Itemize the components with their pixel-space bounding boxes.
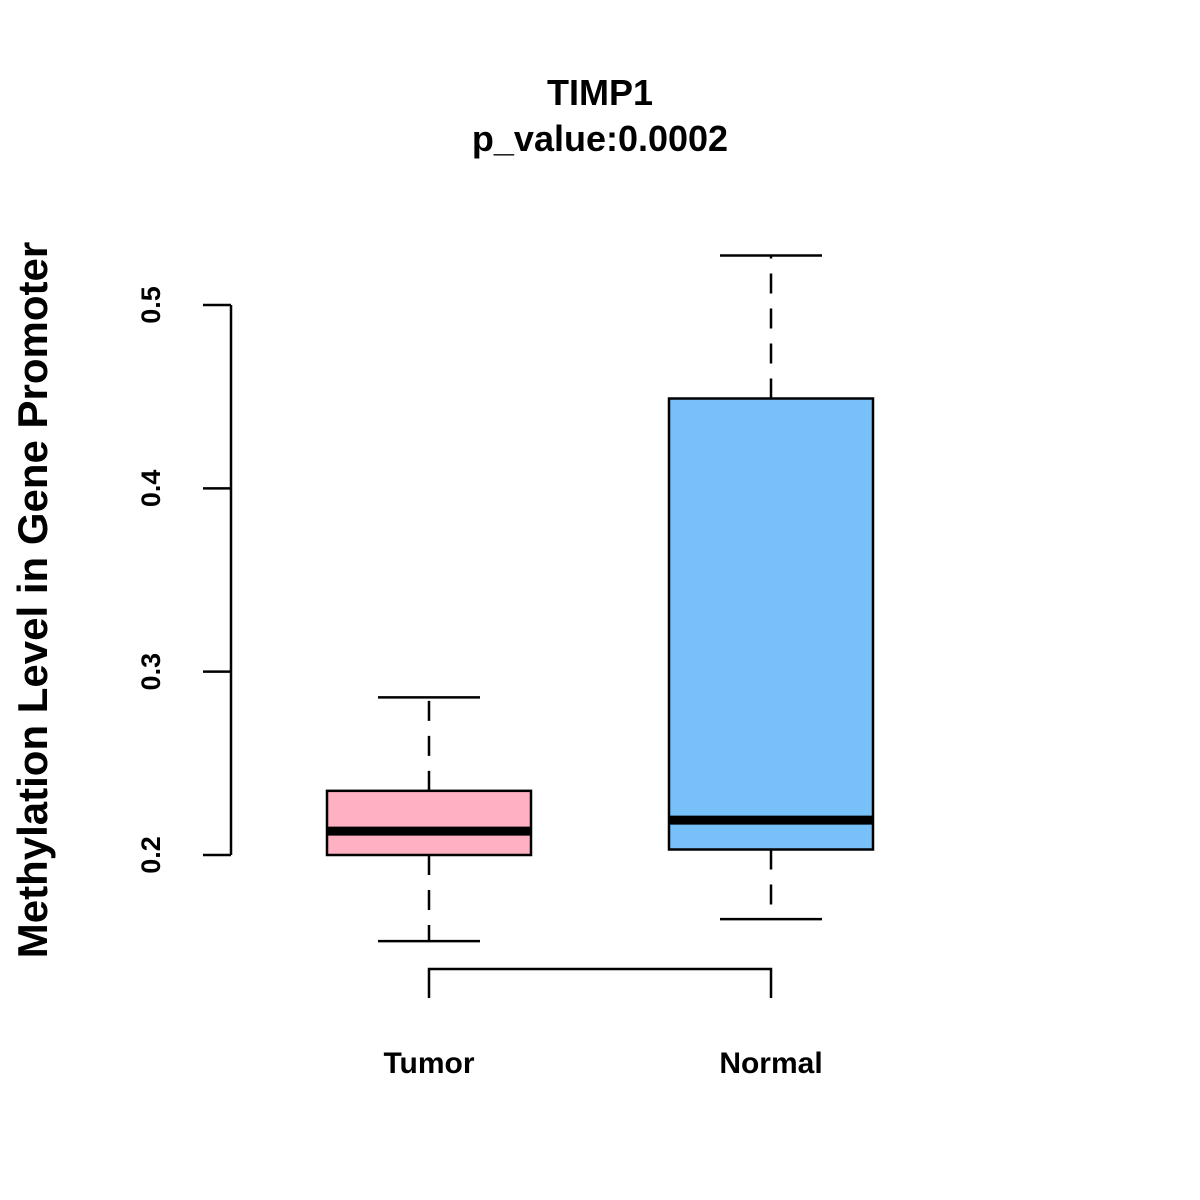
y-tick-label: 0.2 (136, 836, 166, 874)
bracket-line (427, 967, 773, 998)
y-axis: 0.2 0.3 0.4 0.5 (136, 286, 233, 874)
box-tumor (325, 696, 533, 943)
iqr-box (667, 397, 875, 851)
y-tick-label: 0.3 (136, 653, 166, 691)
y-axis-label: Methylation Level in Gene Promoter (9, 242, 56, 958)
x-category-labels: Tumor Normal (383, 1047, 822, 1080)
y-tick-label: 0.4 (136, 470, 166, 508)
boxes (325, 254, 875, 943)
chart-title: TIMP1 (547, 72, 653, 113)
box-normal (667, 254, 875, 921)
x-category-label-tumor: Tumor (383, 1047, 474, 1080)
chart-subtitle: p_value:0.0002 (472, 118, 728, 159)
comparison-bracket (427, 967, 773, 998)
y-tick-label: 0.5 (136, 286, 166, 324)
iqr-box (325, 789, 533, 857)
x-category-label-normal: Normal (719, 1047, 822, 1080)
